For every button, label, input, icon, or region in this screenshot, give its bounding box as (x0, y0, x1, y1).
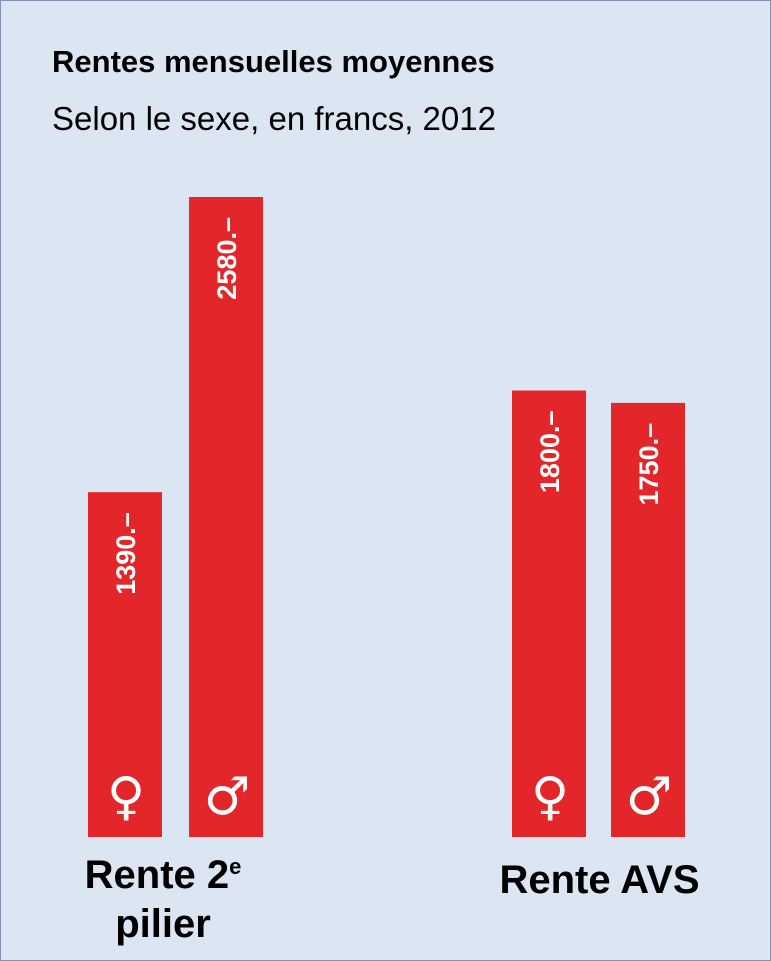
bar-rect (512, 390, 586, 837)
bar-rect (189, 197, 263, 837)
category-label-line2: pilier (115, 902, 211, 946)
bar-male-3: 1750.– ♂ (611, 402, 685, 837)
bar-value-label: 1750.– (634, 423, 664, 506)
bar-rect (611, 402, 685, 837)
bar-value-label: 1390.– (111, 512, 141, 595)
bar-rect (88, 492, 162, 837)
bar-female-0: 1390.– ♀ (88, 492, 162, 837)
female-symbol-icon: ♀ (531, 767, 569, 827)
category-label-rente-2e-pilier: Rente 2e pilier (38, 851, 288, 949)
category-label-superscript: e (229, 854, 242, 879)
female-symbol-icon: ♀ (107, 767, 145, 827)
bar-male-1: 2580.– ♂ (189, 197, 263, 837)
male-symbol-icon: ♂ (626, 767, 673, 827)
bar-female-2: 1800.– ♀ (512, 390, 586, 837)
bar-value-label: 2580.– (212, 217, 242, 300)
male-symbol-icon: ♂ (204, 767, 251, 827)
category-label-rente-avs: Rente AVS (499, 858, 700, 902)
chart-subtitle: Selon le sexe, en francs, 2012 (52, 100, 496, 137)
chart-title: Rentes mensuelles moyennes (52, 44, 495, 79)
bar-value-label: 1800.– (535, 410, 565, 493)
category-label-text: Rente 2 (84, 853, 230, 897)
